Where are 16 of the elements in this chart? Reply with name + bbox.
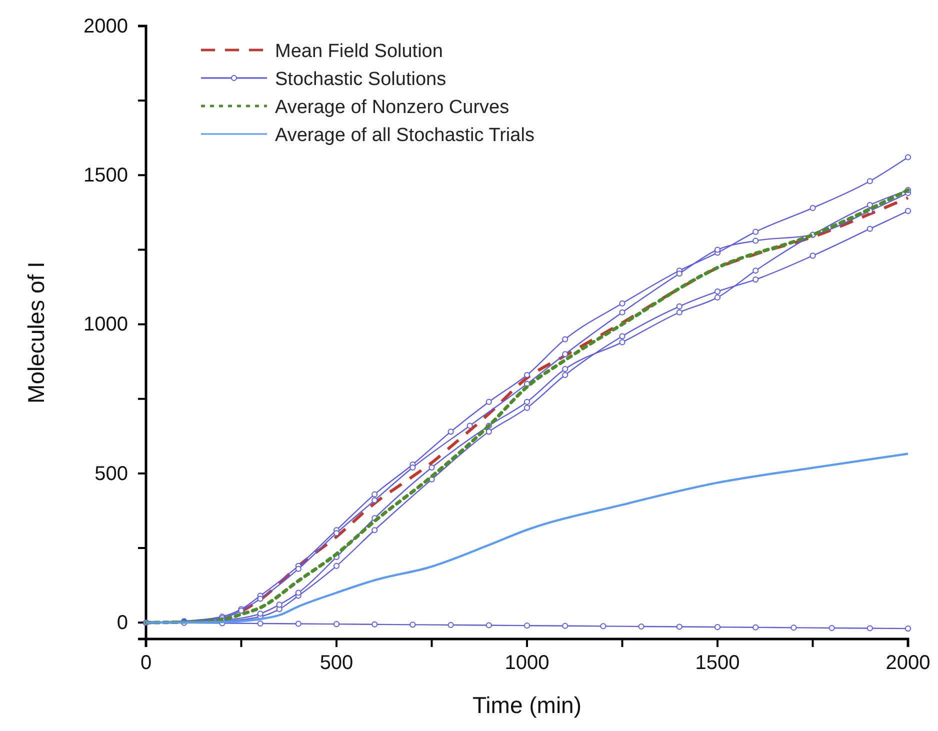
x-tick-label: 1000 — [504, 652, 550, 674]
x-tick-label: 0 — [140, 652, 152, 674]
x-axis-title: Time (min) — [472, 692, 582, 718]
x-tick-label: 500 — [320, 652, 354, 674]
y-tick-label: 2000 — [84, 15, 128, 38]
y-tick-label: 500 — [94, 462, 128, 485]
legend-label: Stochastic Solutions — [275, 69, 446, 90]
y-tick-label: 1500 — [84, 164, 128, 187]
legend-label: Average of Nonzero Curves — [275, 97, 510, 118]
y-tick-label: 0 — [116, 612, 128, 634]
legend-label: Mean Field Solution — [275, 41, 443, 62]
legend-label: Average of all Stochastic Trials — [275, 125, 534, 146]
x-tick-label: 2000 — [886, 652, 930, 674]
x-tick-label: 1500 — [695, 652, 740, 674]
y-tick-label: 1000 — [84, 314, 128, 336]
y-axis-title: Molecules of I — [23, 262, 49, 404]
